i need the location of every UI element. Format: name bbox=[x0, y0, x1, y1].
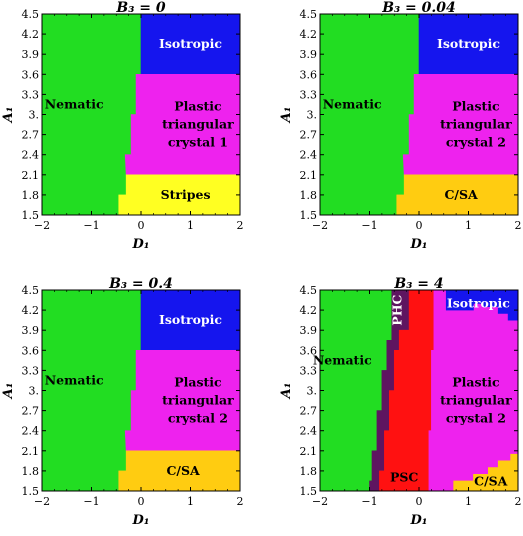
region-label-nematic: Nematic bbox=[45, 96, 104, 111]
phase-panel-2: −2 −1 0 1 2 1.5 1.8 2.1 2.4 2.7 3. 3.3 3.6 3.9 4.2 4.5 B… bbox=[279, 0, 522, 252]
y-tick-label: 2.4 bbox=[22, 425, 40, 438]
y-tick-label: 2.4 bbox=[300, 425, 318, 438]
x-tick-label: 0 bbox=[416, 219, 423, 232]
region-label-nematic: Nematic bbox=[323, 96, 382, 111]
x-axis-label: D₁ bbox=[410, 237, 428, 252]
x-tick-label: −2 bbox=[34, 495, 50, 508]
x-tick-label: 2 bbox=[237, 219, 244, 232]
y-tick-label: 1.5 bbox=[22, 209, 40, 222]
panel-title: B₃ = 0.4 bbox=[108, 276, 173, 292]
y-axis-label: A₁ bbox=[279, 383, 294, 401]
region-label-plastic-triangular-crystal-2: Plastic triangular crystal 2 bbox=[440, 99, 512, 150]
y-tick-label: 2.4 bbox=[22, 149, 40, 162]
x-tick-label: 1 bbox=[187, 219, 194, 232]
y-tick-label: 3.6 bbox=[22, 68, 40, 81]
x-tick-label: 0 bbox=[138, 495, 145, 508]
y-tick-label: 1.5 bbox=[300, 485, 318, 498]
y-tick-label: 2.1 bbox=[22, 169, 40, 182]
x-tick-label: −1 bbox=[361, 495, 377, 508]
panel-title: B₃ = 0.04 bbox=[381, 0, 456, 16]
x-tick-label: −1 bbox=[83, 495, 99, 508]
y-tick-label: 3.9 bbox=[300, 48, 318, 61]
y-tick-label: 1.8 bbox=[300, 465, 318, 478]
region-label-stripes: Stripes bbox=[161, 187, 211, 202]
y-tick-label: 3. bbox=[307, 385, 318, 398]
y-tick-label: 3. bbox=[29, 385, 40, 398]
panel-title: B₃ = 4 bbox=[393, 276, 443, 292]
region-label-isotropic: Isotropic bbox=[159, 36, 222, 51]
y-tick-label: 3.9 bbox=[22, 324, 40, 337]
x-tick-label: 1 bbox=[465, 495, 472, 508]
phase-panel-3: −2 −1 0 1 2 1.5 1.8 2.1 2.4 2.7 3. 3.3 3.6 3.9 4.2 4.5 B… bbox=[1, 276, 244, 528]
y-tick-label: 3. bbox=[307, 109, 318, 122]
y-tick-label: 4.5 bbox=[22, 8, 40, 21]
y-tick-label: 4.5 bbox=[300, 8, 318, 21]
x-tick-label: 2 bbox=[515, 219, 522, 232]
region-label-isotropic: Isotropic bbox=[159, 312, 222, 327]
y-tick-label: 1.8 bbox=[22, 465, 40, 478]
x-tick-label: 2 bbox=[515, 495, 522, 508]
y-tick-label: 4.2 bbox=[22, 28, 40, 41]
y-tick-label: 3.9 bbox=[300, 324, 318, 337]
y-axis-label: A₁ bbox=[279, 107, 294, 125]
y-tick-label: 2.7 bbox=[300, 405, 318, 418]
region-label-plastic-triangular-crystal-1: Plastic triangular crystal 1 bbox=[162, 99, 234, 150]
panel-title: B₃ = 0 bbox=[115, 0, 165, 16]
y-tick-label: 3.3 bbox=[22, 88, 40, 101]
x-tick-label: −1 bbox=[361, 219, 377, 232]
x-tick-label: 0 bbox=[416, 495, 423, 508]
region-label-plastic-triangular-crystal-2: Plastic triangular crystal 2 bbox=[440, 375, 512, 426]
region-label-c-sa: C/SA bbox=[444, 187, 478, 202]
y-tick-label: 2.7 bbox=[22, 405, 40, 418]
y-tick-label: 2.4 bbox=[300, 149, 318, 162]
x-tick-label: 1 bbox=[465, 219, 472, 232]
y-tick-label: 1.8 bbox=[300, 189, 318, 202]
region-label-psc: PSC bbox=[390, 470, 418, 485]
phase-panel-4: −2 −1 0 1 2 1.5 1.8 2.1 2.4 2.7 3. 3.3 3.6 3.9 4.2 4.5 B… bbox=[279, 276, 522, 528]
y-tick-label: 4.5 bbox=[22, 284, 40, 297]
region-label-isotropic: Isotropic bbox=[437, 36, 500, 51]
x-axis-label: D₁ bbox=[132, 237, 150, 252]
x-tick-label: −2 bbox=[312, 495, 328, 508]
y-tick-label: 2.7 bbox=[300, 129, 318, 142]
x-axis-label: D₁ bbox=[132, 513, 150, 528]
y-axis-label: A₁ bbox=[1, 107, 16, 125]
region-label-plastic-triangular-crystal-2: Plastic triangular crystal 2 bbox=[162, 375, 234, 426]
y-tick-label: 4.2 bbox=[22, 304, 40, 317]
y-tick-label: 2.1 bbox=[300, 169, 318, 182]
region-label-c-sa: C/SA bbox=[166, 463, 200, 478]
y-tick-label: 3.3 bbox=[300, 364, 318, 377]
y-tick-label: 3.3 bbox=[300, 88, 318, 101]
y-tick-label: 2.7 bbox=[22, 129, 40, 142]
region-label-phc: PHC bbox=[390, 294, 405, 325]
y-tick-label: 4.2 bbox=[300, 304, 318, 317]
y-tick-label: 3.6 bbox=[22, 344, 40, 357]
y-tick-label: 1.5 bbox=[300, 209, 318, 222]
x-tick-label: −2 bbox=[312, 219, 328, 232]
phase-panel-1: −2 −1 0 1 2 1.5 1.8 2.1 2.4 2.7 3. 3.3 3.6 3.9 4.2 4.5 B… bbox=[1, 0, 244, 252]
y-tick-label: 3. bbox=[29, 109, 40, 122]
y-tick-label: 4.2 bbox=[300, 28, 318, 41]
y-tick-label: 2.1 bbox=[22, 445, 40, 458]
region-label-isotropic: Isotropic bbox=[447, 295, 510, 310]
y-tick-label: 3.9 bbox=[22, 48, 40, 61]
y-axis-label: A₁ bbox=[1, 383, 16, 401]
y-tick-label: 1.8 bbox=[22, 189, 40, 202]
y-tick-label: 1.5 bbox=[22, 485, 40, 498]
region-label-nematic: Nematic bbox=[45, 372, 104, 387]
region-label-c-sa: C/SA bbox=[474, 474, 508, 489]
x-tick-label: 0 bbox=[138, 219, 145, 232]
x-tick-label: 1 bbox=[187, 495, 194, 508]
x-tick-label: −2 bbox=[34, 219, 50, 232]
y-tick-label: 3.6 bbox=[300, 344, 318, 357]
y-tick-label: 3.6 bbox=[300, 68, 318, 81]
x-tick-label: 2 bbox=[237, 495, 244, 508]
x-axis-label: D₁ bbox=[410, 513, 428, 528]
y-tick-label: 3.3 bbox=[22, 364, 40, 377]
y-tick-label: 2.1 bbox=[300, 445, 318, 458]
y-tick-label: 4.5 bbox=[300, 284, 318, 297]
region-label-nematic: Nematic bbox=[313, 352, 372, 367]
x-tick-label: −1 bbox=[83, 219, 99, 232]
